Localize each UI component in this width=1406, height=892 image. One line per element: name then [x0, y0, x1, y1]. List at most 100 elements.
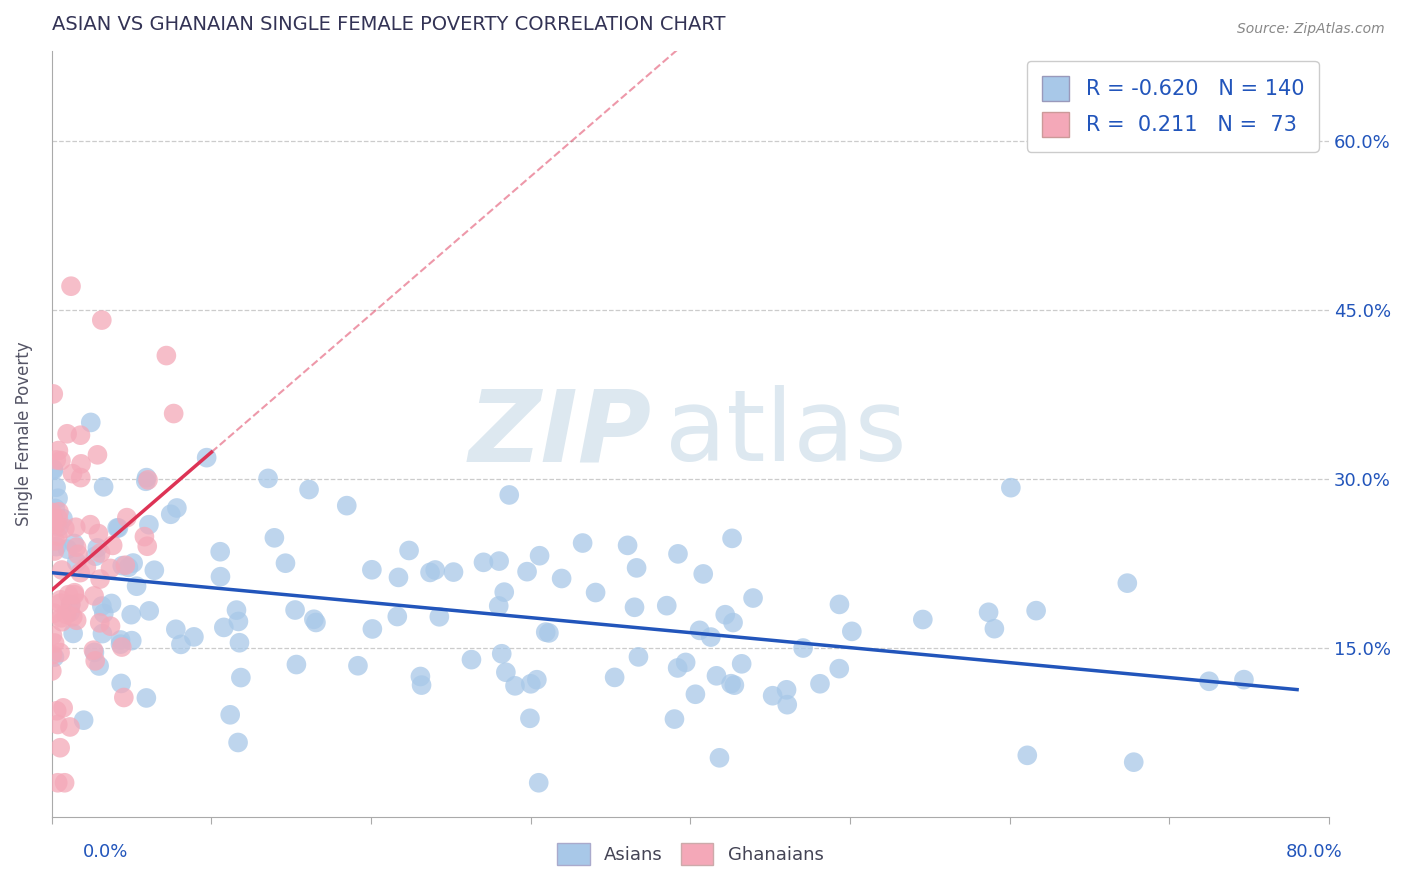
- Point: [67, 547, 90, 561]
- Point: [666, 661, 689, 675]
- Point: [526, 673, 548, 687]
- Point: [1017, 748, 1039, 763]
- Point: [100, 619, 122, 633]
- Point: [114, 558, 136, 573]
- Point: [62, 467, 84, 481]
- Text: 80.0%: 80.0%: [1286, 843, 1343, 861]
- Point: [48, 505, 70, 519]
- Point: [90, 313, 112, 327]
- Point: [274, 556, 297, 570]
- Point: [1233, 673, 1256, 687]
- Point: [51, 611, 73, 625]
- Point: [45, 480, 67, 494]
- Point: [70, 457, 93, 471]
- Point: [41, 664, 63, 678]
- Point: [209, 545, 232, 559]
- Point: [664, 712, 686, 726]
- Point: [488, 599, 510, 613]
- Point: [62, 626, 84, 640]
- Point: [46, 517, 69, 532]
- Point: [212, 620, 235, 634]
- Point: [603, 670, 626, 684]
- Point: [105, 521, 128, 535]
- Point: [443, 565, 465, 579]
- Point: [45, 540, 67, 554]
- Point: [1116, 576, 1139, 591]
- Point: [700, 630, 723, 644]
- Point: [472, 555, 495, 569]
- Point: [183, 630, 205, 644]
- Point: [257, 471, 280, 485]
- Point: [911, 613, 934, 627]
- Point: [49, 453, 72, 467]
- Point: [361, 622, 384, 636]
- Point: [90, 599, 112, 613]
- Point: [828, 598, 851, 612]
- Point: [1000, 481, 1022, 495]
- Point: [723, 678, 745, 692]
- Point: [100, 561, 122, 575]
- Point: [228, 615, 250, 629]
- Point: [166, 500, 188, 515]
- Point: [66, 613, 89, 627]
- Point: [360, 563, 382, 577]
- Point: [460, 652, 482, 666]
- Point: [689, 624, 711, 638]
- Point: [284, 603, 307, 617]
- Point: [59, 720, 82, 734]
- Point: [46, 511, 69, 525]
- Point: [347, 658, 370, 673]
- Point: [83, 645, 105, 659]
- Point: [49, 592, 72, 607]
- Point: [69, 470, 91, 484]
- Point: [720, 676, 742, 690]
- Point: [55, 607, 77, 622]
- Point: [742, 591, 765, 605]
- Point: [58, 588, 80, 602]
- Point: [398, 543, 420, 558]
- Point: [84, 549, 107, 564]
- Point: [59, 598, 82, 612]
- Text: atlas: atlas: [665, 385, 907, 483]
- Point: [498, 488, 520, 502]
- Point: [709, 751, 731, 765]
- Point: [63, 536, 86, 550]
- Point: [44, 636, 66, 650]
- Point: [828, 662, 851, 676]
- Text: ASIAN VS GHANAIAN SINGLE FEMALE POVERTY CORRELATION CHART: ASIAN VS GHANAIAN SINGLE FEMALE POVERTY …: [52, 15, 725, 34]
- Point: [1025, 604, 1047, 618]
- Point: [41, 510, 63, 524]
- Point: [387, 609, 409, 624]
- Point: [45, 453, 67, 467]
- Point: [135, 470, 157, 484]
- Point: [419, 566, 441, 580]
- Point: [72, 713, 94, 727]
- Point: [63, 585, 86, 599]
- Point: [409, 669, 432, 683]
- Point: [616, 538, 638, 552]
- Point: [655, 599, 678, 613]
- Point: [195, 450, 218, 465]
- Point: [42, 387, 65, 401]
- Point: [48, 520, 70, 534]
- Point: [685, 687, 707, 701]
- Point: [226, 735, 249, 749]
- Point: [121, 633, 143, 648]
- Point: [100, 597, 122, 611]
- Point: [706, 669, 728, 683]
- Point: [42, 516, 65, 531]
- Point: [495, 665, 517, 680]
- Point: [44, 544, 66, 558]
- Point: [120, 607, 142, 622]
- Point: [46, 529, 69, 543]
- Point: [527, 776, 550, 790]
- Point: [48, 443, 70, 458]
- Point: [135, 475, 157, 489]
- Point: [488, 554, 510, 568]
- Point: [529, 549, 551, 563]
- Point: [44, 606, 66, 620]
- Point: [41, 505, 63, 519]
- Point: [623, 600, 645, 615]
- Point: [503, 679, 526, 693]
- Point: [60, 279, 83, 293]
